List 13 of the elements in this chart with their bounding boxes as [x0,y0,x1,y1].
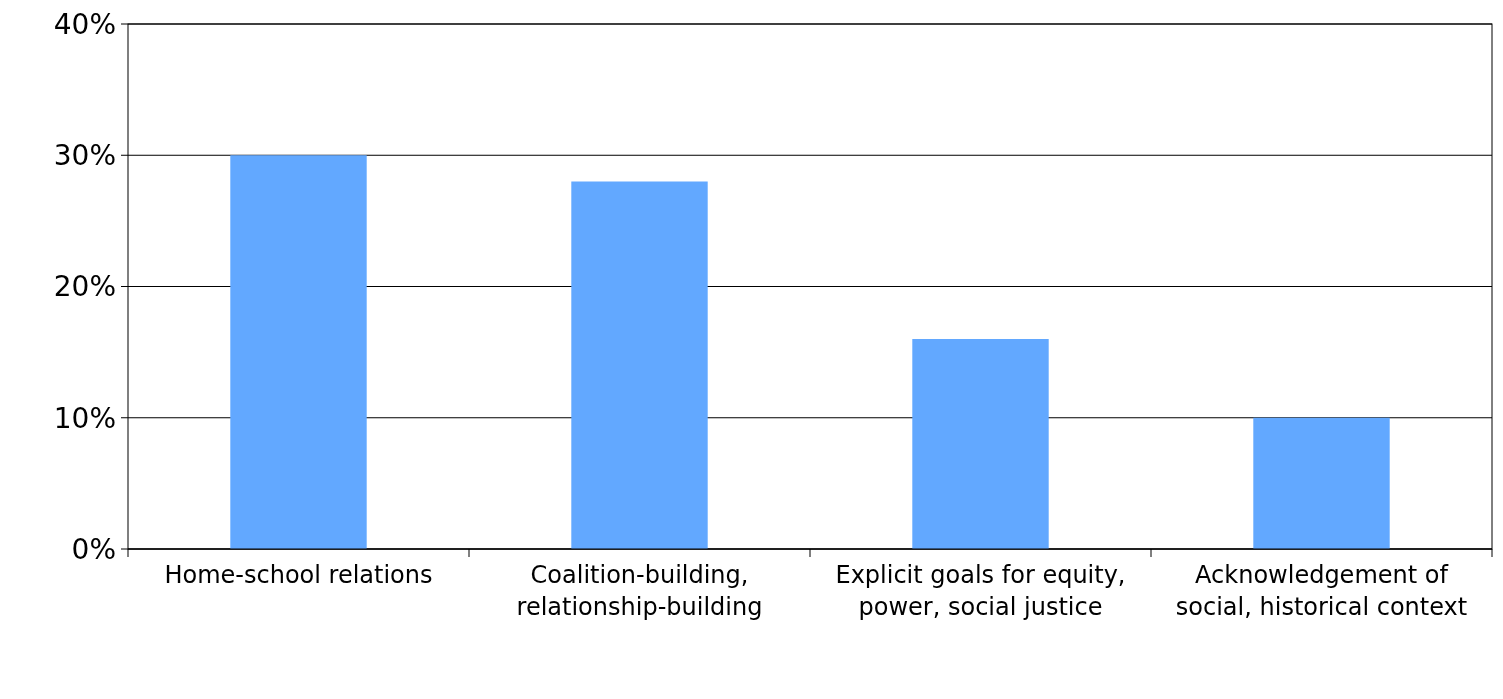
y-tick-label: 10% [53,401,116,435]
x-tick-label: Explicit goals for equity, power, social justice [835,561,1126,621]
bar [230,155,367,549]
y-tick-label: 0% [71,532,116,566]
x-tick-label: Coalition-building, relationship-building [516,561,763,621]
y-tick-label: 40% [53,7,116,41]
bar [912,339,1049,549]
bar [571,181,708,549]
x-tick-label: Acknowledgement of social, historical context [1175,561,1468,621]
bar [1253,417,1390,549]
y-tick-label: 30% [53,139,116,173]
x-tick-label: Home-school relations [164,561,433,589]
y-tick-label: 20% [53,270,116,304]
